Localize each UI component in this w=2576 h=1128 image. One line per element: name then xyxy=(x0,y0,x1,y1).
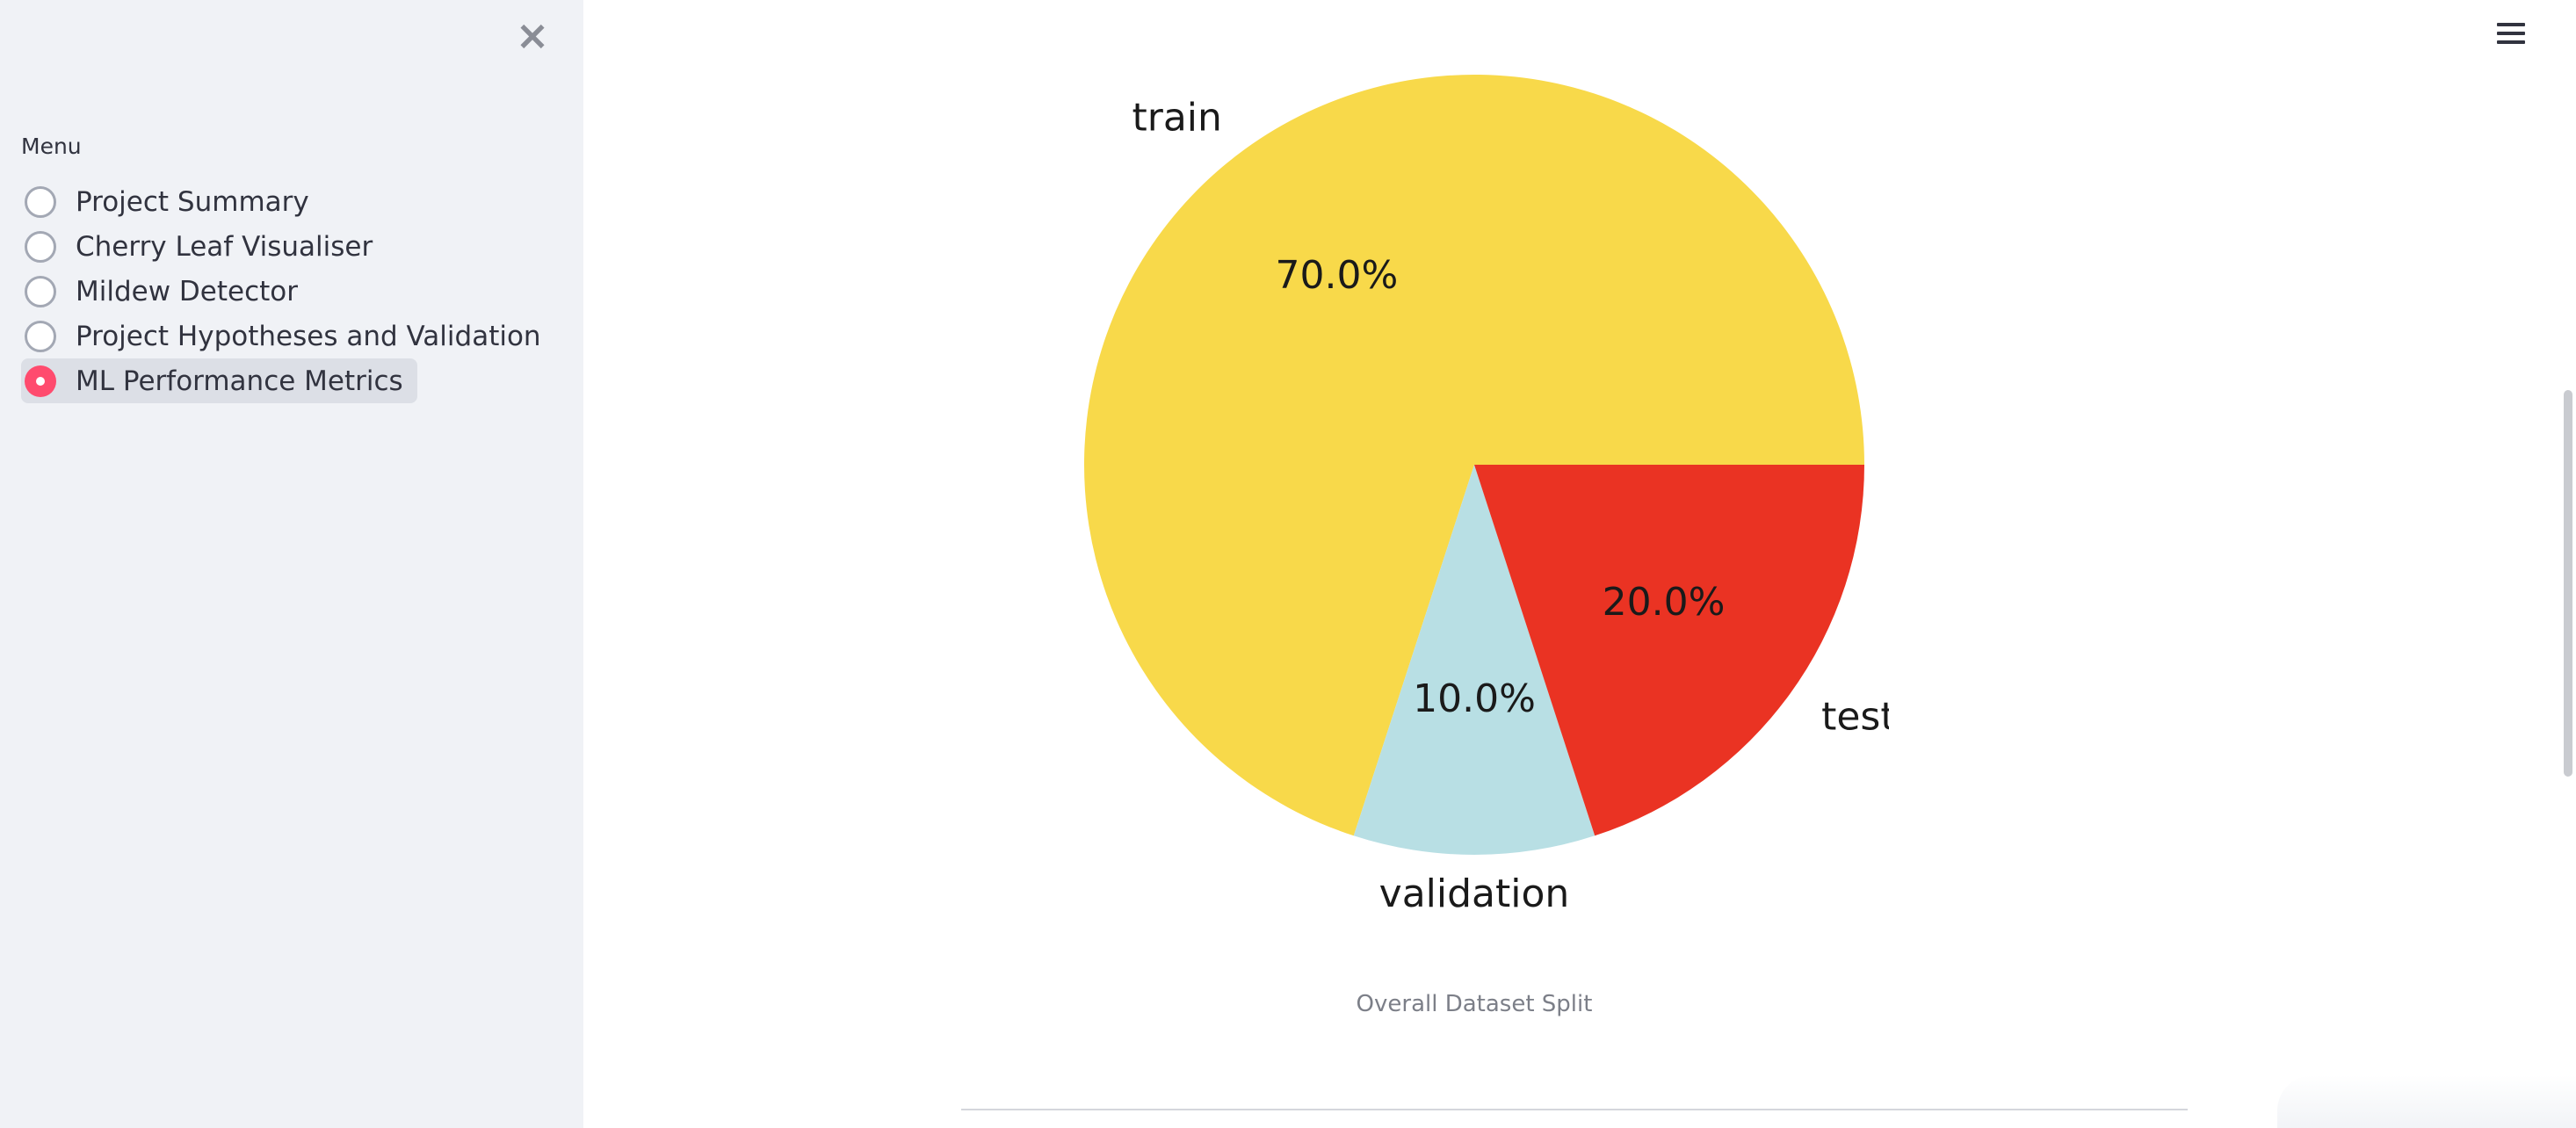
radio-icon[interactable] xyxy=(25,276,56,307)
menu-label: Menu xyxy=(21,134,82,159)
corner-shadow xyxy=(2277,1075,2576,1128)
menu-item-label: Cherry Leaf Visualiser xyxy=(76,231,373,263)
menu-radio-group: Project Summary Cherry Leaf Visualiser M… xyxy=(21,179,555,403)
menu-item-label: Project Hypotheses and Validation xyxy=(76,321,541,352)
pie-chart: 70.0% train 10.0% validation 20.0% test xyxy=(1010,26,1889,940)
menu-item-label: Mildew Detector xyxy=(76,276,298,307)
radio-selected-icon[interactable] xyxy=(25,365,56,397)
radio-icon[interactable] xyxy=(25,186,56,218)
pie-value-label: 70.0% xyxy=(1276,253,1399,298)
pie-value-label: 20.0% xyxy=(1603,580,1726,625)
sidebar: × Menu Project Summary Cherry Leaf Visua… xyxy=(0,0,583,1128)
pie-category-label: validation xyxy=(1379,871,1570,916)
pie-value-label: 10.0% xyxy=(1413,676,1536,721)
radio-icon[interactable] xyxy=(25,321,56,352)
close-icon[interactable]: × xyxy=(513,16,552,54)
menu-item-ml-performance-metrics[interactable]: ML Performance Metrics xyxy=(21,358,417,403)
radio-icon[interactable] xyxy=(25,231,56,263)
chart-caption: Overall Dataset Split xyxy=(1230,991,1719,1017)
menu-item-cherry-leaf-visualiser[interactable]: Cherry Leaf Visualiser xyxy=(21,224,387,269)
menu-item-project-hypotheses[interactable]: Project Hypotheses and Validation xyxy=(21,314,555,358)
menu-item-project-summary[interactable]: Project Summary xyxy=(21,179,323,224)
pie-category-label: test xyxy=(1821,695,1889,740)
menu-item-label: ML Performance Metrics xyxy=(76,365,403,397)
menu-item-mildew-detector[interactable]: Mildew Detector xyxy=(21,269,312,314)
pie-category-label: train xyxy=(1132,95,1222,140)
divider xyxy=(961,1109,2188,1110)
hamburger-menu-icon[interactable] xyxy=(2497,23,2525,49)
scrollbar[interactable] xyxy=(2564,390,2572,777)
menu-item-label: Project Summary xyxy=(76,186,309,218)
